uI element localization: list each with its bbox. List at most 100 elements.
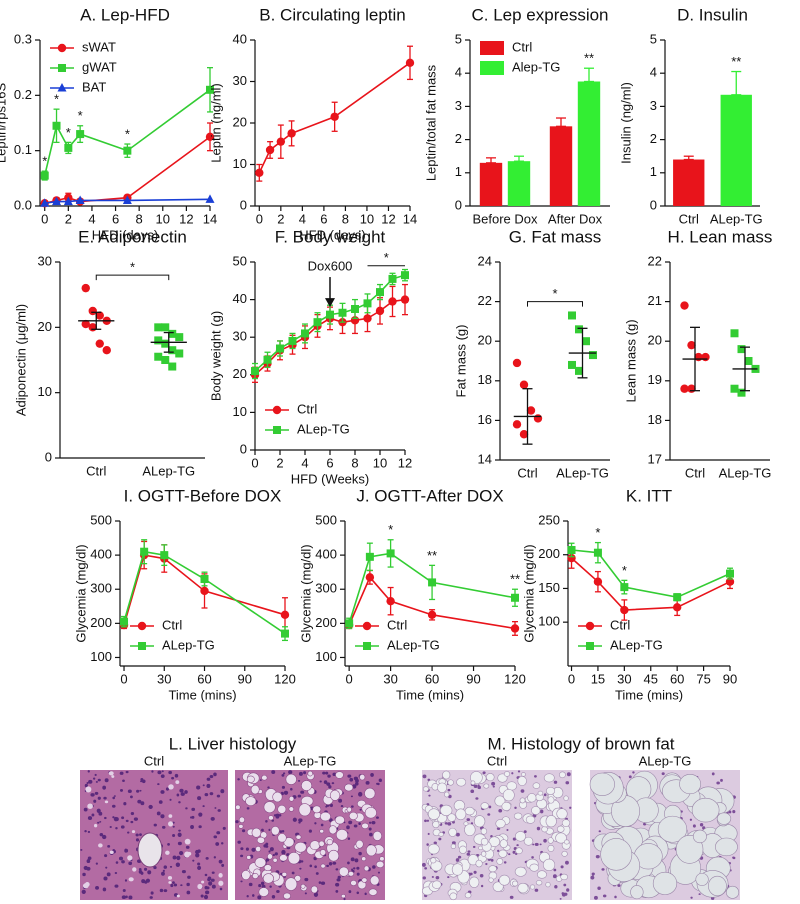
cell: [427, 843, 440, 855]
cell: [598, 830, 601, 833]
cell: [320, 863, 326, 869]
cell: [350, 795, 353, 798]
cell: [327, 774, 331, 778]
cell: [220, 789, 225, 794]
cell: [82, 872, 86, 877]
cell: [353, 776, 359, 781]
y-tick-label: 500: [315, 512, 337, 527]
x-tick-label: ALep-TG: [719, 465, 772, 480]
cell: [336, 878, 341, 882]
cell: [97, 778, 101, 782]
marker: [362, 621, 372, 631]
marker: [301, 329, 309, 338]
cell: [470, 872, 473, 876]
cell: [255, 845, 262, 853]
x-tick-label: 12: [179, 211, 193, 226]
cell: [87, 830, 91, 834]
cell: [320, 881, 326, 885]
marker: [81, 319, 90, 329]
cell: [205, 857, 209, 860]
cell: [451, 863, 464, 876]
marker: [175, 349, 184, 358]
x-tick-label: 6: [326, 455, 333, 470]
cell: [498, 808, 503, 813]
cell: [375, 816, 379, 819]
cell: [84, 783, 88, 788]
cell: [95, 862, 98, 865]
cell: [369, 875, 380, 886]
cell: [368, 888, 378, 896]
cell: [180, 884, 183, 887]
cell: [90, 793, 95, 797]
cell: [172, 855, 177, 860]
histology-image: [80, 770, 228, 900]
cell: [480, 802, 489, 810]
cell: [191, 815, 195, 819]
cell: [466, 852, 471, 856]
cell: [506, 828, 509, 831]
cell: [320, 823, 324, 827]
cell: [532, 782, 541, 789]
x-tick-label: 4: [299, 211, 306, 226]
cell: [248, 882, 253, 887]
cell: [168, 784, 174, 790]
marker: [730, 329, 739, 338]
y-tick-label: 3: [650, 98, 657, 113]
cell: [520, 789, 525, 793]
cell: [136, 789, 140, 793]
marker: [680, 301, 689, 310]
cell: [87, 816, 93, 820]
cell: [473, 784, 478, 788]
cell: [263, 801, 276, 814]
cell: [543, 793, 547, 797]
y-tick-label: 0: [650, 197, 657, 212]
cell: [353, 824, 358, 828]
y-axis-label: Lean mass (g): [623, 319, 638, 402]
cell: [237, 840, 241, 844]
x-tick-label: ALep-TG: [142, 463, 195, 478]
cell: [246, 807, 250, 810]
cell: [99, 821, 102, 823]
cell: [275, 813, 280, 818]
cell: [502, 789, 515, 802]
cell: [593, 895, 598, 900]
cell: [175, 780, 180, 784]
cell: [262, 873, 274, 884]
cell: [547, 844, 555, 852]
cell: [563, 795, 569, 801]
cell: [319, 811, 331, 822]
cell: [160, 790, 165, 794]
y-tick-label: 2: [650, 131, 657, 146]
cell: [128, 895, 133, 900]
cell: [179, 788, 184, 793]
marker: [40, 171, 49, 180]
cell: [473, 815, 486, 828]
cell: [377, 782, 380, 786]
error-bar: [514, 155, 524, 162]
y-tick-label: 22: [478, 293, 492, 308]
cell: [328, 785, 332, 789]
cell: [185, 845, 190, 849]
cell: [553, 780, 558, 784]
cell: [475, 797, 479, 800]
cell: [335, 868, 339, 871]
cell: [426, 843, 429, 846]
cell: [122, 779, 125, 782]
cell: [541, 826, 548, 833]
cell: [80, 848, 83, 851]
cell: [206, 783, 211, 789]
cell: [261, 774, 268, 781]
marker: [428, 578, 437, 587]
cell: [94, 791, 99, 795]
cell: [368, 821, 372, 824]
cell: [326, 864, 329, 868]
cell: [279, 830, 283, 834]
marker: [744, 357, 753, 365]
cell: [219, 887, 223, 891]
cell: [509, 895, 514, 899]
cell: [337, 875, 341, 879]
legend-label: Ctrl: [512, 39, 532, 54]
bar: [507, 161, 531, 206]
cell: [529, 863, 539, 872]
x-tick-label: 75: [696, 671, 710, 686]
